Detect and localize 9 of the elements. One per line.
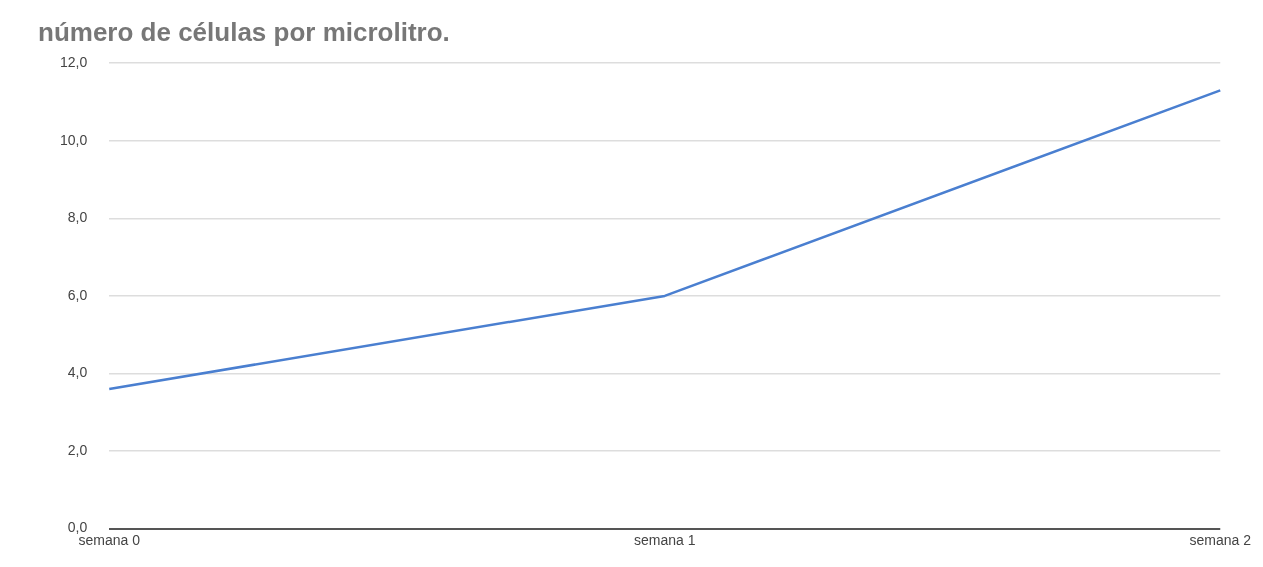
y-tick-label: 8,0 bbox=[67, 209, 88, 226]
y-tick-label: 2,0 bbox=[67, 441, 88, 458]
y-tick-label: 10,0 bbox=[60, 131, 88, 148]
y-tick-label: 12,0 bbox=[60, 54, 88, 71]
x-tick-label: semana 1 bbox=[634, 531, 696, 548]
x-tick-label: semana 2 bbox=[1189, 531, 1252, 548]
y-tick-label: 4,0 bbox=[67, 364, 88, 381]
chart-title: número de células por microlitro. bbox=[38, 16, 450, 47]
y-tick-label: 6,0 bbox=[67, 286, 88, 303]
